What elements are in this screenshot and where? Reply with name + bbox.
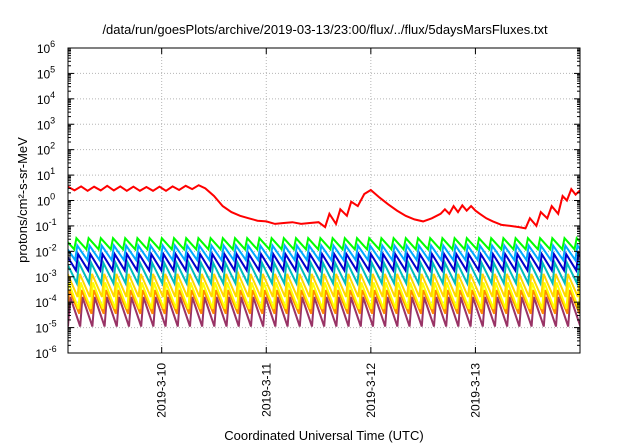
x-tick-label: 2019-3-13 (468, 363, 482, 418)
y-tick-label: 103 (37, 115, 55, 132)
y-tick-label: 10-1 (35, 217, 56, 234)
series-line (68, 184, 580, 230)
y-tick-label: 10-2 (35, 242, 56, 259)
y-tick-label: 102 (37, 141, 55, 158)
y-tick-label: 100 (37, 192, 55, 209)
series-line (68, 242, 580, 263)
x-tick-label: 2019-3-10 (155, 363, 169, 418)
series-line (68, 289, 580, 315)
series-line (68, 259, 580, 287)
series-line (68, 282, 580, 310)
y-tick-label: 104 (37, 90, 55, 107)
y-tick-label: 10-3 (35, 268, 56, 285)
x-tick-label: 2019-3-11 (259, 363, 273, 417)
y-tick-label: 10-5 (35, 319, 56, 336)
series-line (68, 251, 580, 274)
x-axis-ticks: 2019-3-10 2019-3-11 2019-3-12 2019-3-13 (155, 48, 482, 418)
x-tick-label: 2019-3-12 (364, 363, 378, 418)
y-axis-label: protons/cm²-s-sr-MeV (15, 137, 30, 263)
y-axis-ticks: 10-6 10-5 10-4 10-3 10-2 10-1 100 101 102 103 104 1… (35, 39, 580, 361)
y-tick-label: 10-4 (35, 293, 56, 310)
y-tick-label: 106 (37, 39, 55, 56)
y-tick-label: 105 (37, 64, 55, 81)
series-line (68, 236, 580, 252)
series-group (68, 184, 580, 327)
y-tick-label: 101 (37, 166, 55, 183)
chart-title: /data/run/goesPlots/archive/2019-03-13/2… (102, 22, 548, 37)
series-line (68, 269, 580, 301)
series-line (68, 296, 580, 327)
x-axis-label: Coordinated Universal Time (UTC) (224, 428, 423, 443)
y-tick-label: 10-6 (35, 344, 56, 361)
